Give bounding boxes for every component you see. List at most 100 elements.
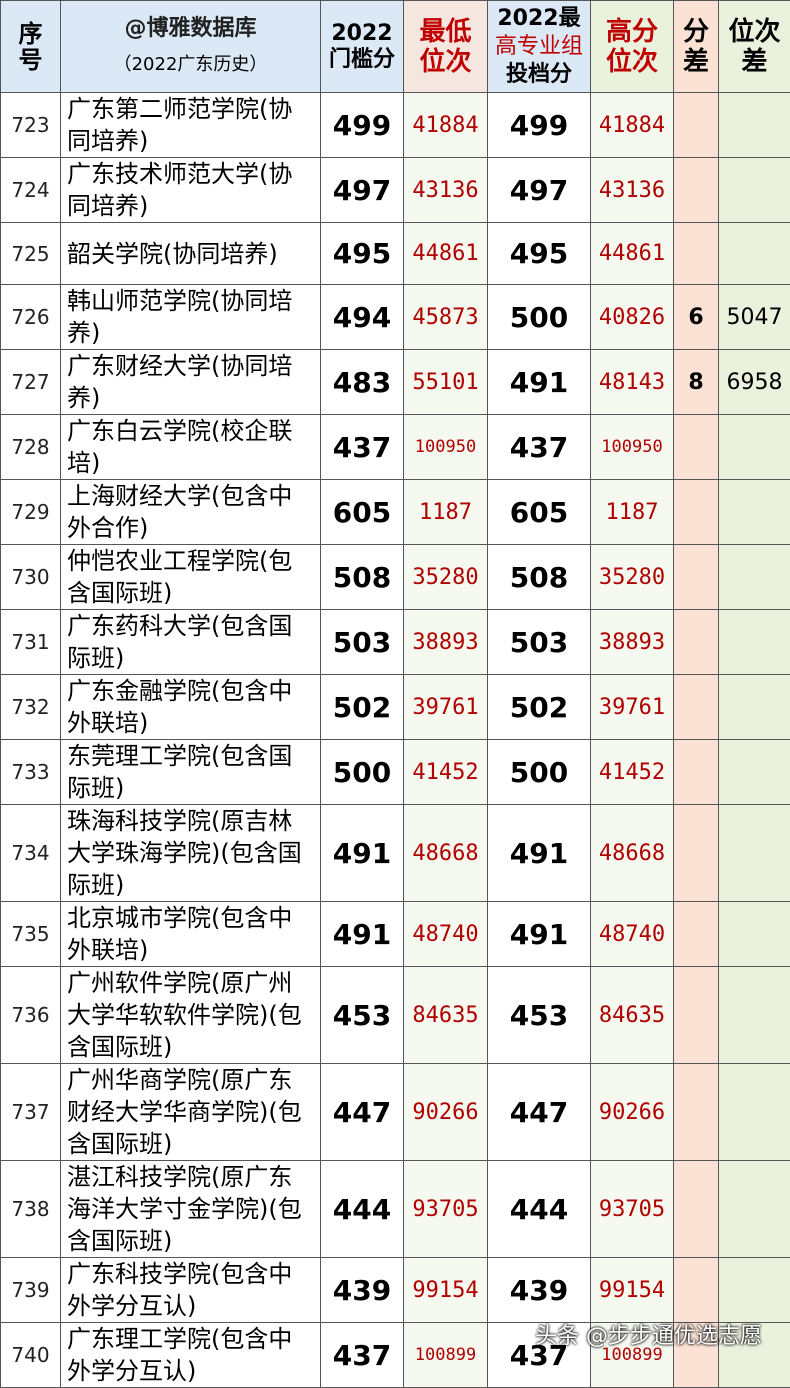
score-diff	[674, 902, 719, 967]
row-id: 735	[1, 902, 61, 967]
rank-diff	[719, 805, 790, 902]
row-id: 740	[1, 1323, 61, 1388]
rank-diff: 5047	[719, 285, 790, 350]
rank-diff	[719, 902, 790, 967]
school-name: 广东科技学院(包含中外学分互认)	[61, 1258, 321, 1323]
min-score: 437	[321, 1323, 404, 1388]
header-id: 序号	[1, 1, 61, 93]
max-rank: 35280	[591, 545, 674, 610]
header-part: 投档分	[506, 62, 572, 87]
max-rank: 43136	[591, 158, 674, 223]
min-score: 499	[321, 93, 404, 158]
max-score: 499	[488, 93, 591, 158]
score-diff	[674, 805, 719, 902]
min-score: 437	[321, 415, 404, 480]
score-diff: 6	[674, 285, 719, 350]
min-rank: 100899	[404, 1323, 488, 1388]
header-part: 2022最	[497, 6, 580, 31]
school-name: 广东技术师范大学(协同培养)	[61, 158, 321, 223]
max-score: 605	[488, 480, 591, 545]
min-rank: 90266	[404, 1064, 488, 1161]
header-min-rank: 最低位次	[404, 1, 488, 93]
school-name: 广东金融学院(包含中外联培)	[61, 675, 321, 740]
min-rank: 45873	[404, 285, 488, 350]
min-rank: 43136	[404, 158, 488, 223]
school-name: 上海财经大学(包含中外合作)	[61, 480, 321, 545]
rank-diff	[719, 415, 790, 480]
school-name: 广东第二师范学院(协同培养)	[61, 93, 321, 158]
max-rank: 99154	[591, 1258, 674, 1323]
max-rank: 40826	[591, 285, 674, 350]
max-rank: 38893	[591, 610, 674, 675]
school-name: 广东白云学院(校企联培)	[61, 415, 321, 480]
score-diff	[674, 1064, 719, 1161]
max-rank: 100950	[591, 415, 674, 480]
school-name: 湛江科技学院(原广东海洋大学寸金学院)(包含国际班)	[61, 1161, 321, 1258]
score-diff	[674, 1258, 719, 1323]
min-score: 495	[321, 223, 404, 285]
rank-diff	[719, 675, 790, 740]
header-min-score: 2022门槛分	[321, 1, 404, 93]
row-id: 739	[1, 1258, 61, 1323]
max-rank: 84635	[591, 967, 674, 1064]
max-score: 491	[488, 902, 591, 967]
row-id: 732	[1, 675, 61, 740]
min-rank: 99154	[404, 1258, 488, 1323]
max-rank: 44861	[591, 223, 674, 285]
school-name: 广东药科大学(包含国际班)	[61, 610, 321, 675]
max-score: 447	[488, 1064, 591, 1161]
row-id: 729	[1, 480, 61, 545]
school-name: 珠海科技学院(原吉林大学珠海学院)(包含国际班)	[61, 805, 321, 902]
max-score: 500	[488, 285, 591, 350]
row-id: 738	[1, 1161, 61, 1258]
min-score: 503	[321, 610, 404, 675]
subtitle: （2022广东历史）	[61, 50, 320, 80]
row-id: 733	[1, 740, 61, 805]
school-name: 广东财经大学(协同培养)	[61, 350, 321, 415]
row-id: 737	[1, 1064, 61, 1161]
row-id: 730	[1, 545, 61, 610]
row-id: 727	[1, 350, 61, 415]
rank-diff	[719, 545, 790, 610]
rank-diff	[719, 223, 790, 285]
score-diff	[674, 480, 719, 545]
max-score: 491	[488, 350, 591, 415]
score-diff	[674, 93, 719, 158]
min-score: 444	[321, 1161, 404, 1258]
score-diff	[674, 967, 719, 1064]
row-id: 734	[1, 805, 61, 902]
school-name: 东莞理工学院(包含国际班)	[61, 740, 321, 805]
score-diff	[674, 223, 719, 285]
max-rank: 48668	[591, 805, 674, 902]
max-rank: 48143	[591, 350, 674, 415]
min-rank: 41884	[404, 93, 488, 158]
max-rank: 39761	[591, 675, 674, 740]
min-rank: 55101	[404, 350, 488, 415]
min-score: 508	[321, 545, 404, 610]
watermark: 头条 @步步通优选志愿	[535, 1318, 762, 1350]
min-score: 494	[321, 285, 404, 350]
row-id: 724	[1, 158, 61, 223]
min-rank: 39761	[404, 675, 488, 740]
rank-diff	[719, 1258, 790, 1323]
max-score: 503	[488, 610, 591, 675]
score-diff: 8	[674, 350, 719, 415]
max-score: 491	[488, 805, 591, 902]
rank-diff	[719, 740, 790, 805]
header-part: 高专业组	[495, 34, 583, 59]
rank-diff: 6958	[719, 350, 790, 415]
min-rank: 38893	[404, 610, 488, 675]
score-diff	[674, 675, 719, 740]
